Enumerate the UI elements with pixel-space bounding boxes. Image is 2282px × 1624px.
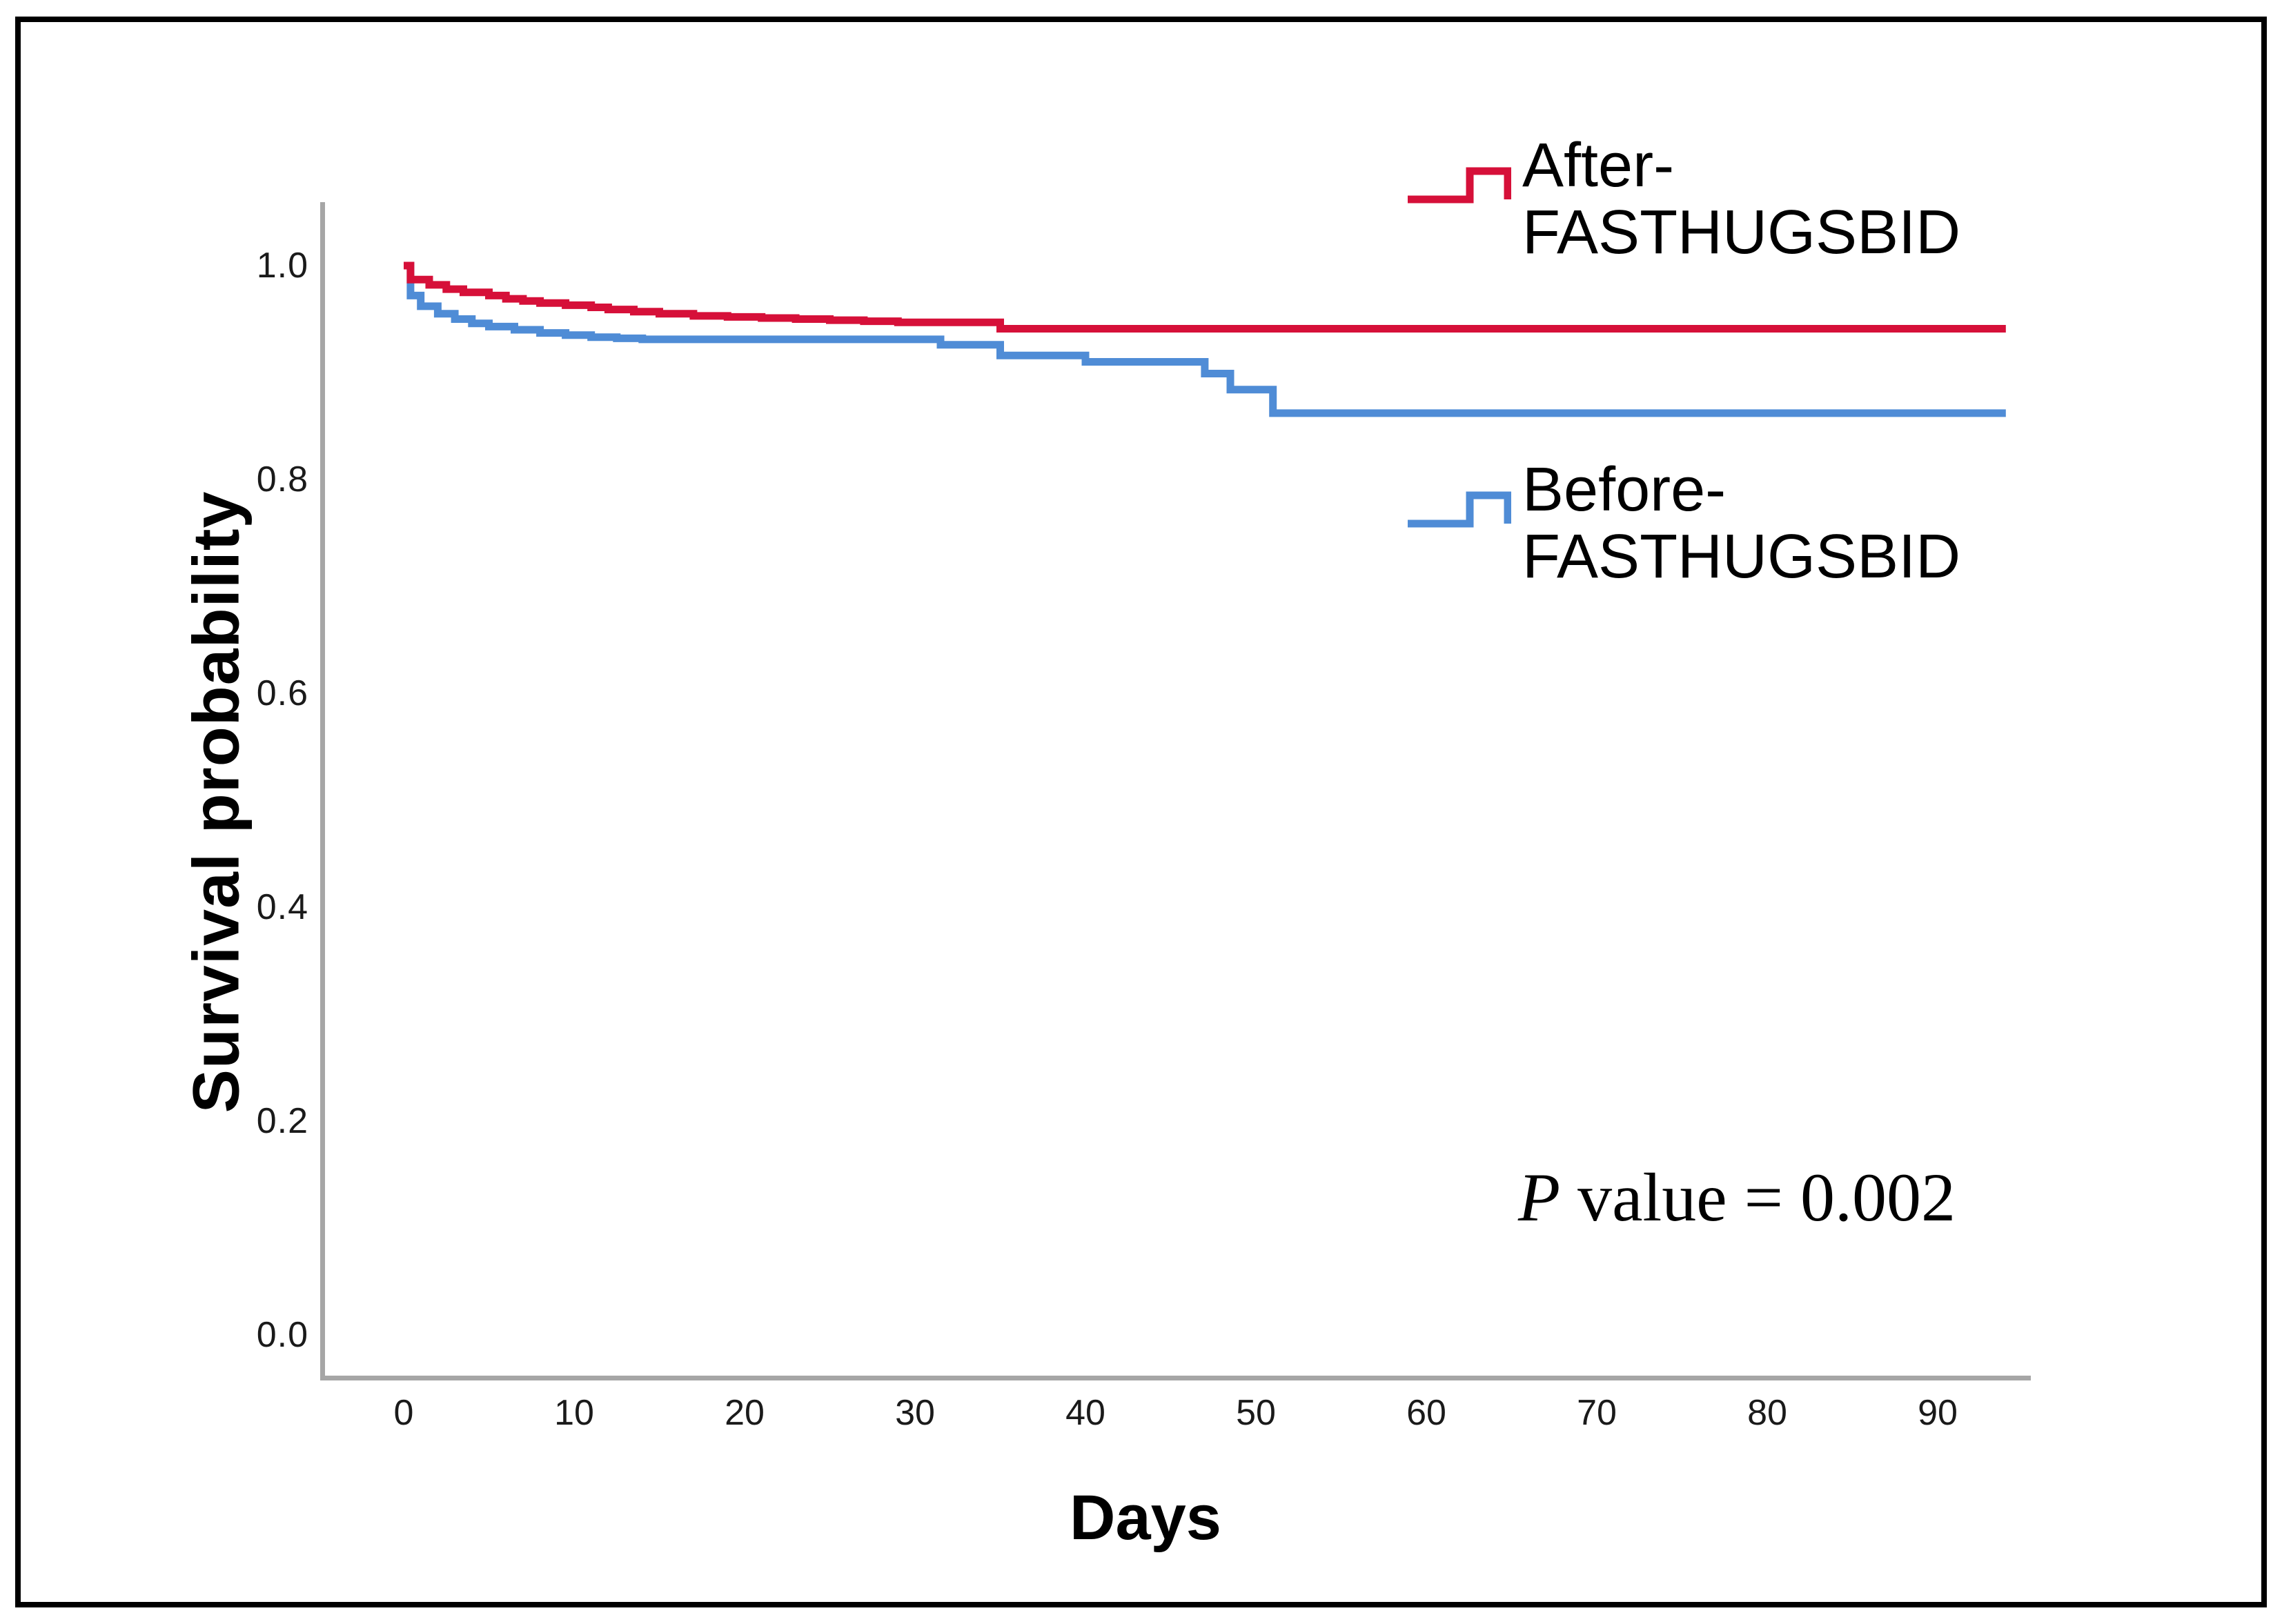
x-tick-label-90: 90: [1918, 1393, 1958, 1433]
x-tick-label-70: 70: [1577, 1393, 1617, 1433]
legend-before-label-line2: FASTHUGSBID: [1522, 522, 1961, 591]
p-value-text: value = 0.002: [1560, 1159, 1956, 1236]
x-tick-label-60: 60: [1406, 1393, 1446, 1433]
x-axis-title: Days: [1070, 1483, 1221, 1553]
legend-before-label-line1: Before-: [1522, 455, 1727, 524]
legend-after-label-line2: FASTHUGSBID: [1522, 198, 1961, 267]
x-tick-label-50: 50: [1236, 1393, 1276, 1433]
y-tick-label-0.6: 0.6: [256, 673, 308, 713]
x-tick-label-10: 10: [554, 1393, 594, 1433]
legend-after-fasthugsbid: After- FASTHUGSBID: [1408, 131, 1961, 267]
before-step-icon: [1408, 491, 1511, 528]
curve-before-fasthugsbid: [404, 261, 2006, 417]
figure-border: [15, 17, 2267, 1607]
legend-before-fasthugsbid: Before- FASTHUGSBID: [1408, 455, 1961, 591]
y-tick-label-0.0: 0.0: [256, 1315, 308, 1355]
curve-after-fasthugsbid: [404, 261, 2006, 333]
x-tick-label-40: 40: [1065, 1393, 1105, 1433]
y-tick-label-0.8: 0.8: [256, 459, 308, 499]
y-tick-label-0.2: 0.2: [256, 1101, 308, 1141]
y-axis-title: Survival probability: [179, 491, 253, 1113]
x-tick-label-30: 30: [895, 1393, 935, 1433]
y-axis-line: [320, 202, 325, 1380]
after-step-icon: [1408, 167, 1511, 204]
y-tick-label-1.0: 1.0: [256, 246, 308, 286]
x-axis-line: [320, 1376, 2031, 1380]
x-tick-label-80: 80: [1747, 1393, 1787, 1433]
p-value-annotation: P value = 0.002: [1518, 1158, 1956, 1237]
x-tick-label-20: 20: [725, 1393, 765, 1433]
y-tick-label-0.4: 0.4: [256, 887, 308, 927]
p-value-italic-p: P: [1518, 1159, 1561, 1236]
x-tick-label-0: 0: [393, 1393, 414, 1433]
legend-after-label-line1: After-: [1522, 131, 1675, 200]
